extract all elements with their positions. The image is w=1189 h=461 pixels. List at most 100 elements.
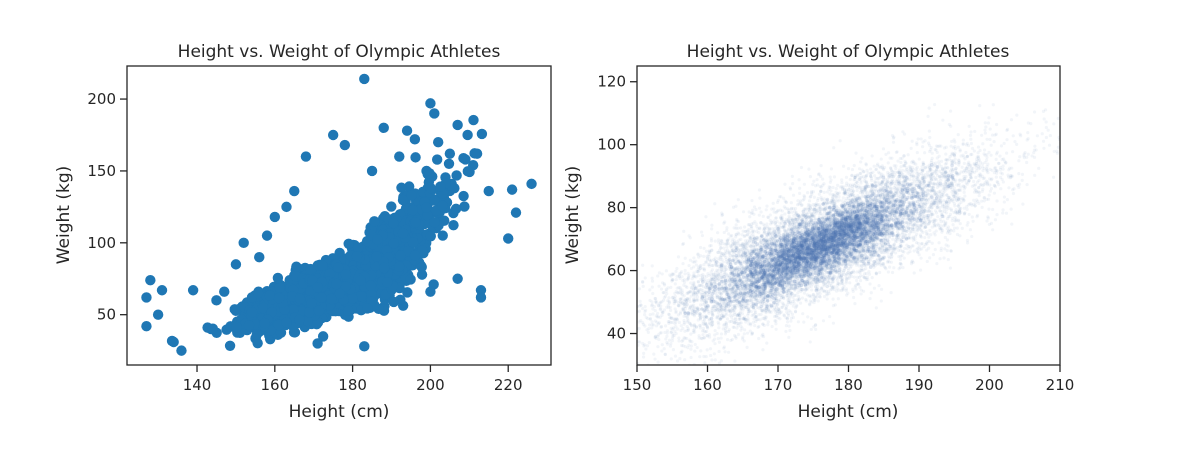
cloud-point-left	[402, 287, 413, 298]
cloud-point-right	[764, 274, 768, 278]
cloud-point-right	[890, 210, 895, 214]
cloud-point-right	[996, 181, 1000, 185]
cloud-point-right	[797, 218, 801, 222]
cloud-point-right	[870, 207, 874, 211]
cloud-point-left	[394, 261, 405, 272]
cloud-point-right	[838, 211, 842, 215]
cloud-point-right	[889, 290, 893, 295]
cloud-point-right	[803, 240, 807, 244]
cloud-point-right	[748, 235, 752, 240]
cloud-point-right	[939, 159, 944, 163]
cloud-point-right	[822, 223, 826, 227]
cloud-point-right	[710, 248, 714, 253]
cloud-point-right	[867, 212, 871, 217]
outlier-point-left	[429, 108, 440, 119]
cloud-point-right	[950, 182, 955, 186]
cloud-point-left	[416, 261, 427, 273]
outlier-point-left	[261, 230, 273, 241]
cloud-point-left	[342, 305, 354, 317]
cloud-point-right	[881, 210, 886, 214]
cloud-point-right	[1051, 175, 1056, 179]
cloud-point-left	[258, 302, 269, 314]
cloud-point-right	[833, 248, 837, 252]
cloud-point-right	[801, 312, 805, 316]
cloud-point-right	[768, 309, 772, 313]
cloud-point-right	[892, 266, 896, 270]
cloud-point-right	[835, 244, 840, 249]
cloud-point-right	[834, 195, 838, 199]
cloud-point-left	[275, 327, 287, 338]
outlier-point-left	[460, 154, 471, 165]
outlier-point-left	[475, 292, 487, 303]
x-tick-label: 180	[338, 376, 367, 394]
cloud-point-right	[736, 332, 741, 337]
outlier-point-left	[401, 125, 413, 136]
cloud-point-right	[620, 367, 623, 370]
cloud-point-left	[365, 280, 377, 291]
cloud-point-right	[823, 268, 827, 273]
cloud-point-right	[866, 277, 870, 281]
cloud-point-left	[355, 275, 366, 286]
cloud-point-right	[900, 168, 905, 173]
cloud-point-right	[985, 137, 989, 141]
cloud-point-right	[713, 328, 717, 333]
cloud-point-right	[850, 271, 854, 275]
cloud-point-right	[802, 291, 807, 295]
cloud-point-right	[859, 160, 863, 164]
cloud-point-right	[780, 245, 784, 249]
cloud-point-right	[710, 227, 714, 231]
cloud-point-right	[1033, 144, 1037, 148]
cloud-point-right	[821, 177, 825, 181]
cloud-point-right	[900, 156, 904, 160]
outlier-point-left	[421, 165, 432, 177]
cloud-point-right	[788, 328, 792, 333]
cloud-point-right	[725, 245, 729, 249]
cloud-point-right	[934, 167, 939, 171]
cloud-point-right	[765, 204, 769, 208]
outlier-point-left	[156, 285, 168, 296]
cloud-point-right	[933, 233, 937, 237]
cloud-point-right	[777, 267, 782, 271]
cloud-point-right	[966, 143, 971, 148]
cloud-point-right	[778, 263, 782, 267]
cloud-point-right	[841, 281, 845, 286]
cloud-point-right	[829, 225, 833, 229]
cloud-point-right	[858, 222, 862, 226]
cloud-point-right	[991, 207, 995, 212]
cloud-point-right	[805, 226, 809, 230]
cloud-point-left	[406, 190, 417, 201]
cloud-point-right	[1040, 132, 1044, 136]
cloud-point-right	[937, 160, 941, 164]
cloud-point-right	[881, 227, 885, 231]
cloud-point-right	[879, 213, 884, 217]
cloud-point-right	[724, 249, 728, 253]
cloud-point-left	[264, 290, 276, 301]
cloud-point-right	[891, 198, 895, 202]
cloud-point-right	[702, 322, 706, 326]
cloud-point-right	[762, 299, 766, 304]
chart-title-right: Height vs. Weight of Olympic Athletes	[687, 42, 1010, 62]
outlier-point-left	[327, 129, 339, 141]
cloud-point-right	[852, 212, 856, 216]
cloud-point-right	[749, 289, 753, 294]
cloud-point-left	[431, 154, 443, 165]
cloud-point-left	[243, 320, 255, 331]
cloud-point-right	[771, 296, 775, 300]
cloud-point-right	[667, 301, 672, 305]
chart-title-left: Height vs. Weight of Olympic Athletes	[178, 42, 501, 62]
cloud-point-right	[832, 233, 836, 237]
outlier-point-left	[378, 122, 389, 134]
cloud-point-right	[895, 224, 899, 228]
cloud-point-left	[407, 204, 418, 216]
cloud-point-right	[918, 203, 922, 207]
cloud-point-right	[814, 327, 818, 331]
cloud-point-right	[870, 254, 874, 258]
cloud-point-right	[673, 354, 678, 358]
cloud-point-right	[923, 166, 927, 170]
cloud-point-right	[809, 327, 813, 332]
cloud-point-right	[1037, 166, 1041, 170]
cloud-point-right	[736, 198, 740, 202]
cloud-point-right	[895, 198, 899, 202]
cloud-point-right	[1020, 172, 1025, 177]
